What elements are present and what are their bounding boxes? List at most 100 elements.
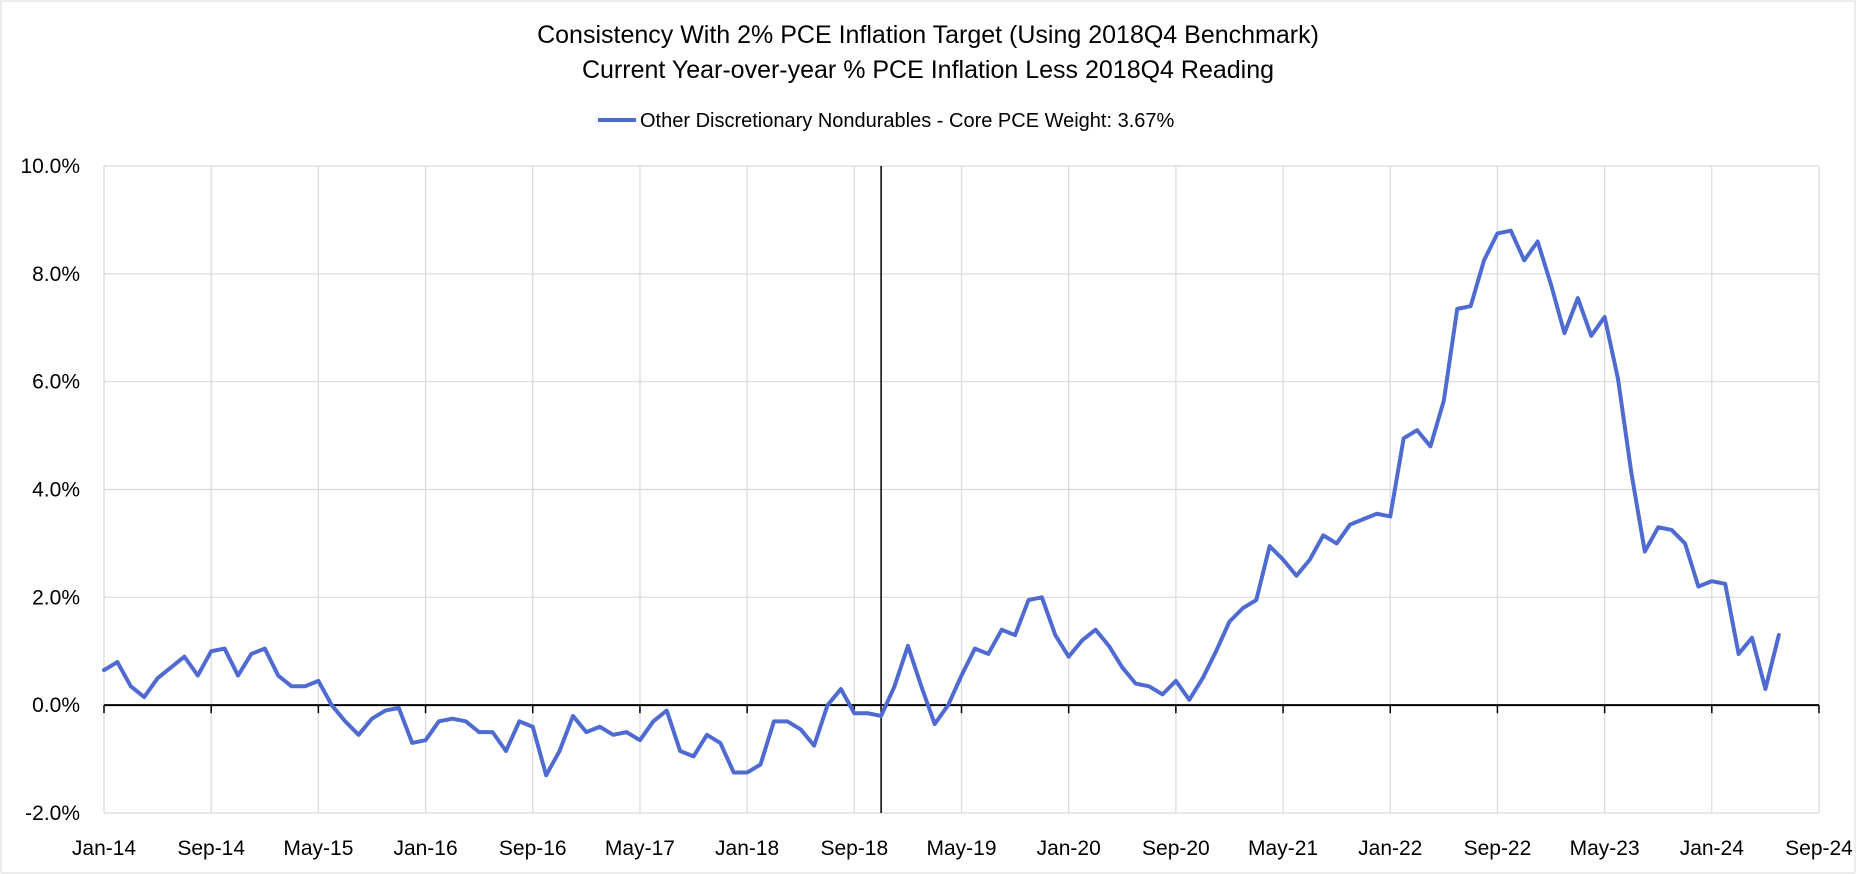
x-tick-label: Sep-14 (177, 837, 245, 860)
data-point (1764, 687, 1767, 690)
data-point (169, 666, 172, 669)
data-point (1134, 682, 1137, 685)
data-point (1536, 240, 1539, 243)
x-tick-label: May-17 (605, 837, 675, 860)
data-point (973, 647, 976, 650)
x-tick-label: Sep-20 (1142, 837, 1210, 860)
x-tick-label: May-19 (926, 837, 996, 860)
data-point (397, 706, 400, 709)
x-tick-label: May-15 (283, 837, 353, 860)
data-point (330, 704, 333, 707)
y-axis-tick-labels: -2.0% 0.0% 2.0% 4.0% 6.0% 8.0% 10.0% (20, 155, 80, 825)
y-tick-label: 10.0% (20, 155, 80, 178)
data-point (1724, 582, 1727, 585)
data-point (1241, 607, 1244, 610)
data-point (196, 674, 199, 677)
data-point (1349, 523, 1352, 526)
legend-label: Other Discretionary Nondurables - Core P… (640, 110, 1175, 132)
data-point (960, 674, 963, 677)
data-point (933, 723, 936, 726)
x-tick-label: Jan-14 (72, 837, 137, 860)
data-point (612, 733, 615, 736)
data-point (317, 679, 320, 682)
y-tick-label: 0.0% (32, 694, 80, 717)
data-point (290, 685, 293, 688)
data-point (1603, 315, 1606, 318)
data-point (719, 741, 722, 744)
data-point (1067, 655, 1070, 658)
data-point (1710, 580, 1713, 583)
y-tick-label: 4.0% (32, 479, 80, 502)
data-point (1550, 283, 1553, 286)
data-point (1375, 512, 1378, 515)
data-point (665, 709, 668, 712)
data-point (1670, 528, 1673, 531)
data-point (1054, 634, 1057, 637)
data-point (518, 720, 521, 723)
data-point (732, 771, 735, 774)
data-point (156, 677, 159, 680)
data-point (1081, 639, 1084, 642)
data-point (1684, 542, 1687, 545)
data-point (571, 714, 574, 717)
x-axis-tick-labels: Jan-14 Sep-14 May-15 Jan-16 Sep-16 May-17 Jan-… (72, 837, 1853, 860)
x-tick-label: May-21 (1248, 837, 1318, 860)
x-tick-label: Sep-16 (499, 837, 567, 860)
data-point (263, 647, 266, 650)
data-point (1469, 305, 1472, 308)
data-point (1121, 666, 1124, 669)
data-point (746, 771, 749, 774)
data-point (1201, 677, 1204, 680)
legend: Other Discretionary Nondurables - Core P… (598, 110, 1175, 132)
data-point (1697, 585, 1700, 588)
data-point (1014, 634, 1017, 637)
x-tick-label: May-23 (1570, 837, 1640, 860)
data-point (210, 650, 213, 653)
data-point (1107, 644, 1110, 647)
data-point (1737, 652, 1740, 655)
data-point (491, 731, 494, 734)
data-point (1040, 596, 1043, 599)
data-point (1094, 628, 1097, 631)
data-point (1576, 297, 1579, 300)
data-point (1402, 437, 1405, 440)
data-point (893, 685, 896, 688)
data-point (384, 709, 387, 712)
data-point (1630, 472, 1633, 475)
y-gridlines (104, 165, 1819, 814)
data-point (1429, 445, 1432, 448)
data-point (1188, 698, 1191, 701)
data-point (799, 728, 802, 731)
data-point (1416, 429, 1419, 432)
data-point (451, 717, 454, 720)
data-point (1523, 259, 1526, 262)
data-point (839, 687, 842, 690)
data-point (906, 644, 909, 647)
chart-subtitle: Current Year-over-year % PCE Inflation L… (582, 56, 1274, 84)
x-tick-label: Jan-18 (715, 837, 779, 860)
data-point (1563, 332, 1566, 335)
data-point (920, 685, 923, 688)
data-point (531, 725, 534, 728)
data-point (357, 733, 360, 736)
data-point (866, 712, 869, 715)
data-point (1228, 620, 1231, 623)
x-tick-label: Sep-24 (1785, 837, 1853, 860)
data-point (1389, 515, 1392, 518)
data-point (692, 755, 695, 758)
data-point (759, 763, 762, 766)
x-tick-label: Jan-20 (1037, 837, 1101, 860)
data-point (1751, 636, 1754, 639)
data-point (987, 652, 990, 655)
data-point (1335, 542, 1338, 545)
data-point (129, 685, 132, 688)
data-point (1777, 634, 1780, 637)
data-point (1643, 550, 1646, 553)
data-point (223, 647, 226, 650)
data-point (464, 720, 467, 723)
data-point (1590, 334, 1593, 337)
data-point (772, 720, 775, 723)
